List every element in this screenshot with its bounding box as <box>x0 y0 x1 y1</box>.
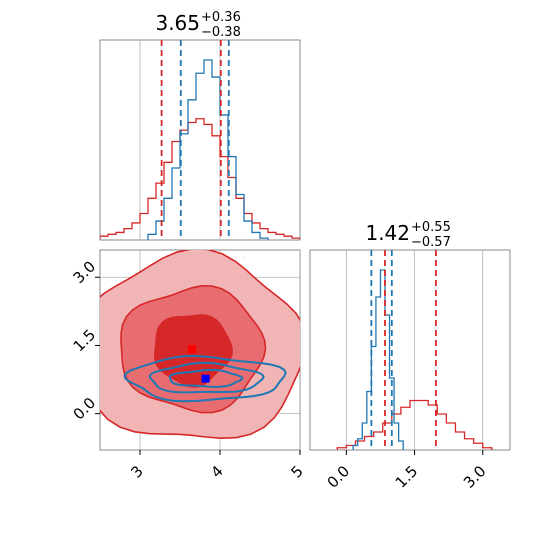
hist1-title-plus: +0.55 <box>411 220 451 235</box>
hist1-frame <box>309 249 511 451</box>
hist-panel-param0: 3.65 +0.36 −0.38 <box>99 10 301 241</box>
hist0-series-red <box>100 118 300 240</box>
hist1-series-blue <box>352 269 404 450</box>
hist1-xtick-label: 0.0 <box>324 462 354 492</box>
contour-sample-point <box>181 487 183 489</box>
contour-ytick-label: 0.0 <box>70 394 100 424</box>
hist0-title-minus: −0.38 <box>201 25 241 40</box>
contour-sample-point <box>302 348 304 350</box>
contour-panel: 3 4 5 0.0 1.5 3.0 <box>50 249 307 489</box>
contour-blue-level-1 <box>168 368 244 389</box>
contour-ytick-label: 1.5 <box>70 326 100 356</box>
hist1-xtick-label: 3.0 <box>460 462 490 492</box>
contour-xtick-label: 3 <box>127 462 146 481</box>
hist1-series-red <box>336 399 493 450</box>
contour-blue-level-2 <box>148 361 265 394</box>
contour-xtick-label: 4 <box>207 462 226 481</box>
hist-panel-param1: 0.0 1.5 3.0 1.42 +0.55 −0.57 <box>309 220 511 492</box>
contour-median-red <box>188 345 196 354</box>
hist0-frame <box>99 39 301 241</box>
hist1-xtick-label: 1.5 <box>392 462 422 492</box>
contour-blue-level-3 <box>123 354 287 403</box>
contour-sample-point <box>50 308 52 310</box>
contour-median-blue <box>201 374 210 383</box>
contour-sample-point <box>95 363 97 365</box>
contour-sample-point <box>243 256 246 259</box>
hist0-title-main: 3.65 <box>155 11 200 35</box>
contour-xtick-label: 5 <box>287 462 306 481</box>
hist0-series-blue <box>147 59 269 240</box>
hist1-title-minus: −0.57 <box>411 235 451 250</box>
hist0-title-plus: +0.36 <box>201 10 241 25</box>
contour-ytick-label: 3.0 <box>70 258 100 288</box>
hist1-title-main: 1.42 <box>365 221 410 245</box>
